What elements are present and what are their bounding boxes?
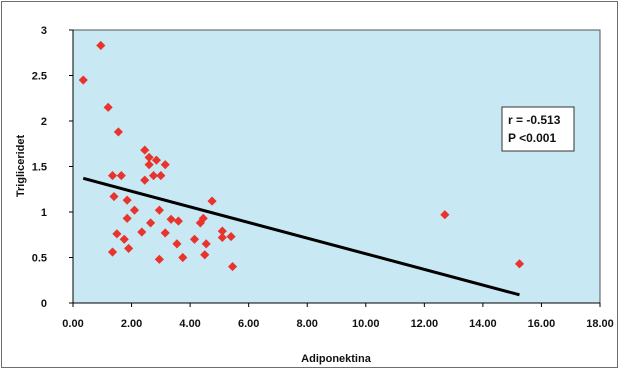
y-tick-label: 1.5 bbox=[32, 162, 47, 174]
data-point bbox=[103, 102, 113, 112]
x-tick-label: 8.00 bbox=[297, 318, 318, 330]
data-point bbox=[78, 75, 88, 85]
annotation-p-value: P <0.001 bbox=[508, 131, 556, 145]
annotation-r-value: r = -0.513 bbox=[508, 113, 561, 127]
data-point bbox=[124, 243, 134, 253]
y-tick-label: 2 bbox=[41, 116, 47, 128]
annotation-box: r = -0.513 P <0.001 bbox=[501, 106, 575, 152]
data-point bbox=[160, 160, 170, 170]
data-point bbox=[189, 234, 200, 244]
data-point bbox=[227, 262, 238, 272]
x-tick-label: 4.00 bbox=[179, 318, 200, 330]
data-point bbox=[140, 175, 150, 185]
data-point bbox=[122, 195, 132, 205]
x-tick-label: 2.00 bbox=[121, 318, 142, 330]
data-point bbox=[217, 232, 227, 243]
data-point bbox=[140, 145, 150, 155]
data-point bbox=[173, 216, 183, 226]
data-point bbox=[113, 127, 123, 137]
y-tick-label: 3 bbox=[41, 25, 47, 37]
y-tick-labels: 0 0.5 1 1.5 2 2.5 3 bbox=[32, 25, 73, 310]
x-tick-label: 10.00 bbox=[352, 318, 380, 330]
x-tick-label: 6.00 bbox=[238, 318, 259, 330]
x-axis-title: Adiponektina bbox=[301, 353, 372, 365]
data-point bbox=[154, 205, 164, 215]
x-tick-label: 0.00 bbox=[62, 318, 83, 330]
x-tick-label: 14.00 bbox=[469, 318, 497, 330]
y-tick-label: 2.5 bbox=[32, 71, 47, 83]
y-axis-title: Trigliceridet bbox=[15, 134, 27, 197]
x-tick-label: 12.00 bbox=[411, 318, 439, 330]
y-tick-label: 0 bbox=[41, 298, 47, 310]
data-point bbox=[146, 218, 156, 228]
data-point bbox=[166, 214, 176, 224]
data-point bbox=[119, 234, 129, 244]
data-point bbox=[201, 239, 211, 249]
y-tick-label: 0.5 bbox=[32, 253, 47, 265]
data-point bbox=[137, 227, 147, 237]
data-point bbox=[112, 229, 122, 239]
data-point bbox=[144, 160, 154, 170]
data-point bbox=[198, 213, 208, 223]
data-point bbox=[96, 40, 106, 51]
data-point bbox=[154, 254, 164, 264]
data-points bbox=[78, 40, 525, 272]
data-point bbox=[122, 213, 132, 223]
data-point bbox=[178, 252, 188, 263]
data-point bbox=[207, 196, 217, 206]
data-point bbox=[440, 210, 450, 220]
data-point bbox=[107, 171, 118, 181]
trend-line bbox=[82, 176, 520, 297]
data-point bbox=[217, 226, 227, 236]
data-point bbox=[226, 232, 236, 242]
x-tick-label: 16.00 bbox=[528, 318, 556, 330]
data-point bbox=[514, 259, 525, 269]
y-tick-label: 1 bbox=[41, 207, 47, 219]
data-point bbox=[200, 250, 210, 260]
data-point bbox=[107, 247, 118, 257]
data-point bbox=[151, 155, 162, 165]
data-point bbox=[156, 171, 166, 181]
data-point bbox=[116, 171, 126, 181]
x-tick-labels: 0.00 2.00 4.00 6.00 8.00 10.00 12.00 14.00 16.00… bbox=[62, 303, 614, 330]
data-point bbox=[144, 152, 154, 162]
data-point bbox=[109, 191, 119, 202]
data-point bbox=[129, 205, 140, 215]
x-tick-label: 18.00 bbox=[586, 318, 614, 330]
data-point bbox=[172, 239, 182, 249]
data-point bbox=[160, 228, 170, 238]
